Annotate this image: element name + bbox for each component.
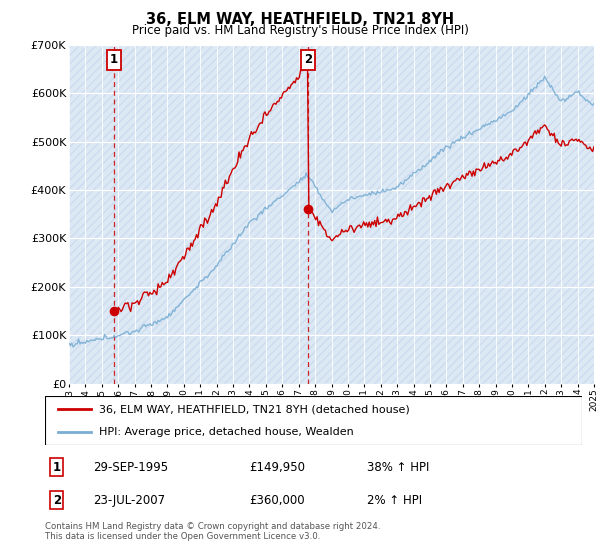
Text: Contains HM Land Registry data © Crown copyright and database right 2024.
This d: Contains HM Land Registry data © Crown c… [45, 522, 380, 542]
Text: Price paid vs. HM Land Registry's House Price Index (HPI): Price paid vs. HM Land Registry's House … [131, 24, 469, 37]
Text: 2: 2 [53, 494, 61, 507]
Text: 1: 1 [110, 53, 118, 66]
Text: 2: 2 [304, 53, 312, 66]
Text: 36, ELM WAY, HEATHFIELD, TN21 8YH: 36, ELM WAY, HEATHFIELD, TN21 8YH [146, 12, 454, 27]
Text: £360,000: £360,000 [249, 494, 305, 507]
Text: 29-SEP-1995: 29-SEP-1995 [94, 461, 169, 474]
Text: 1: 1 [53, 461, 61, 474]
Text: 38% ↑ HPI: 38% ↑ HPI [367, 461, 430, 474]
FancyBboxPatch shape [45, 396, 582, 445]
Text: HPI: Average price, detached house, Wealden: HPI: Average price, detached house, Weal… [98, 427, 353, 437]
Text: 23-JUL-2007: 23-JUL-2007 [94, 494, 166, 507]
Text: 2% ↑ HPI: 2% ↑ HPI [367, 494, 422, 507]
Text: 36, ELM WAY, HEATHFIELD, TN21 8YH (detached house): 36, ELM WAY, HEATHFIELD, TN21 8YH (detac… [98, 404, 409, 414]
Text: £149,950: £149,950 [249, 461, 305, 474]
